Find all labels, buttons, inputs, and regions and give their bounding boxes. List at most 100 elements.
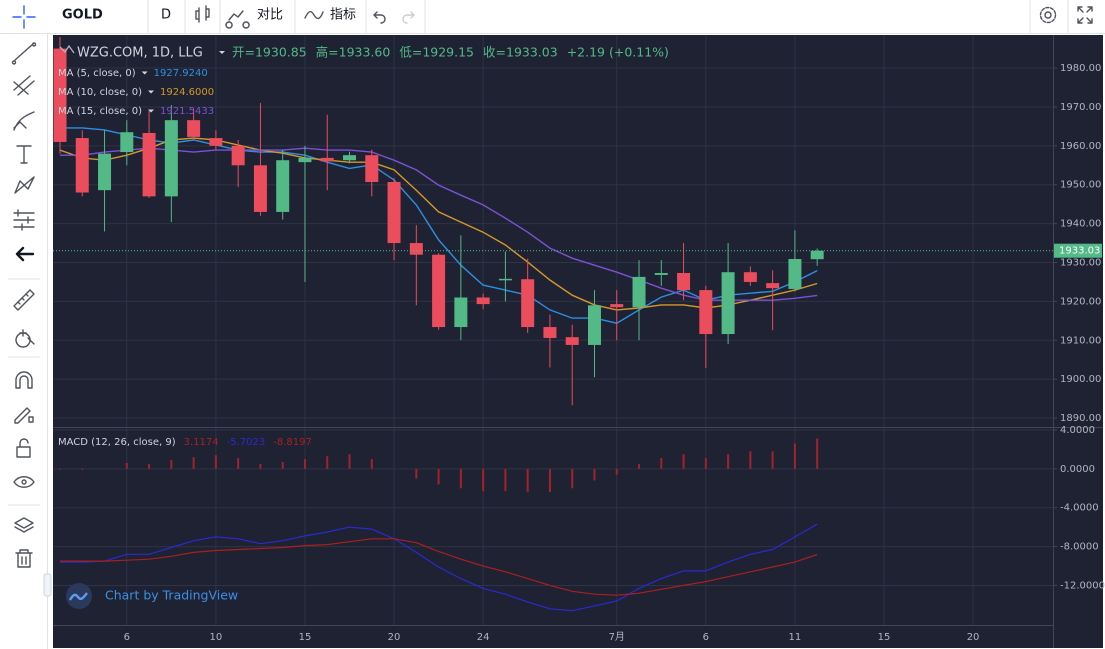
ma-line: [60, 127, 818, 324]
candle-body: [521, 279, 535, 328]
histogram-bar: [214, 455, 217, 469]
candle-body: [276, 160, 290, 212]
candle-body: [432, 254, 446, 328]
candle-body: [343, 155, 357, 161]
toolbar-bg: [0, 0, 1105, 33]
histogram-bar: [660, 458, 663, 469]
lock-icon[interactable]: [16, 438, 31, 458]
y-tick-label: -8.0000: [1060, 542, 1099, 553]
compare[interactable]: 对比: [257, 8, 283, 23]
candle-body: [387, 182, 401, 244]
indicators[interactable]: 指标: [330, 8, 356, 23]
ohlc-header: +2.19 (+0.11%): [567, 45, 669, 60]
legend-value: 1927.9240: [154, 68, 208, 79]
candle-body: [209, 138, 223, 146]
indicators-icon[interactable]: [304, 10, 324, 20]
histogram-bar: [125, 462, 128, 469]
legend-name: MA (5, close, 0): [58, 68, 136, 79]
undo-icon[interactable]: [373, 11, 386, 24]
y-tick-label: -4.0000: [1060, 503, 1099, 514]
price-pane: [53, 36, 1053, 406]
interval[interactable]: D: [161, 8, 171, 23]
candle-body: [365, 155, 379, 182]
histogram-bar: [504, 468, 507, 492]
candle-body: [75, 138, 89, 193]
legend-value: -5.7023: [227, 437, 266, 448]
x-tick-label: 6: [124, 632, 130, 643]
text-icon[interactable]: [16, 145, 32, 164]
y-tick-label: 1930.00: [1060, 258, 1101, 269]
redo-icon[interactable]: [402, 11, 415, 24]
pattern-icon[interactable]: [14, 176, 35, 194]
candle-body: [498, 278, 512, 281]
crosshair-icon[interactable]: [12, 5, 36, 29]
histogram-bar: [59, 468, 61, 470]
candle-body: [677, 273, 691, 291]
histogram-bar: [816, 438, 819, 469]
legend-value: 3.1174: [184, 437, 219, 448]
histogram-bar: [415, 468, 418, 479]
y-tick-label: 0.0000: [1060, 464, 1095, 475]
y-tick-label: 1940.00: [1060, 219, 1101, 230]
histogram-bar: [571, 468, 574, 489]
magnet-icon[interactable]: [15, 371, 33, 389]
x-tick-label: 11: [789, 632, 802, 643]
fullscreen-icon[interactable]: [1077, 6, 1093, 24]
histogram-bar: [727, 454, 730, 469]
ohlc-header: 低=1929.15: [399, 45, 474, 60]
candle-body: [543, 327, 557, 338]
candle-body: [320, 157, 334, 162]
projection-icon[interactable]: [13, 209, 35, 231]
left-toolbar: [8, 34, 52, 649]
y-tick-label: 1900.00: [1060, 374, 1101, 385]
candle-body: [721, 272, 735, 335]
compare-icon[interactable]: [225, 10, 250, 29]
candle-body: [454, 297, 468, 328]
histogram-bar: [704, 458, 707, 469]
histogram-bar: [259, 463, 262, 469]
brush-icon[interactable]: [13, 111, 35, 131]
candle-body: [98, 153, 112, 191]
candle-body: [409, 243, 423, 255]
ohlc-header: 高=1933.60: [316, 45, 391, 60]
candle-body: [610, 304, 624, 308]
candle-body: [743, 272, 757, 282]
fib-icon[interactable]: [13, 75, 35, 96]
collapse-handle[interactable]: [43, 573, 52, 597]
candle-body: [53, 48, 67, 142]
back-icon[interactable]: [15, 246, 35, 262]
settings-icon-ring: [1039, 6, 1057, 24]
y-tick-label: 1970.00: [1060, 102, 1101, 113]
candle-body: [164, 120, 178, 197]
legend-value: 1921.5433: [160, 106, 214, 117]
top-toolbar: GOLD D 对比 指标: [0, 0, 1105, 34]
chart-title: WZG.COM, 1D, LLG: [77, 46, 203, 61]
y-tick-label: -12.0000: [1060, 580, 1105, 591]
indicator-title: MACD (12, 26, close, 9): [58, 437, 176, 448]
x-tick-label: 15: [299, 632, 312, 643]
histogram-bar: [192, 457, 195, 469]
trash-icon[interactable]: [15, 549, 33, 568]
trend-line-icon[interactable]: [11, 42, 37, 65]
histogram-bar: [170, 460, 173, 469]
candle-body: [231, 145, 245, 166]
y-tick-label: 1910.00: [1060, 335, 1101, 346]
symbol[interactable]: GOLD: [62, 8, 103, 23]
macd-line: [60, 538, 818, 596]
lock-drawing-icon[interactable]: [14, 407, 34, 424]
y-tick-label: 1960.00: [1060, 141, 1101, 152]
dropdown-arrow: [148, 109, 155, 113]
histogram-bar: [593, 468, 596, 481]
x-tick-label: 7月: [609, 631, 625, 643]
layers-icon[interactable]: [14, 517, 34, 533]
ruler-icon[interactable]: [13, 289, 35, 311]
histogram-bar: [459, 468, 462, 489]
zoom-icon[interactable]: [15, 329, 35, 348]
settings-icon[interactable]: [1044, 11, 1052, 19]
candle-body: [699, 290, 713, 335]
x-tick-label: 6: [703, 632, 709, 643]
chart-type-icon[interactable]: [195, 5, 210, 23]
last-price-badge: [1054, 243, 1102, 258]
visibility-icon[interactable]: [13, 476, 35, 488]
